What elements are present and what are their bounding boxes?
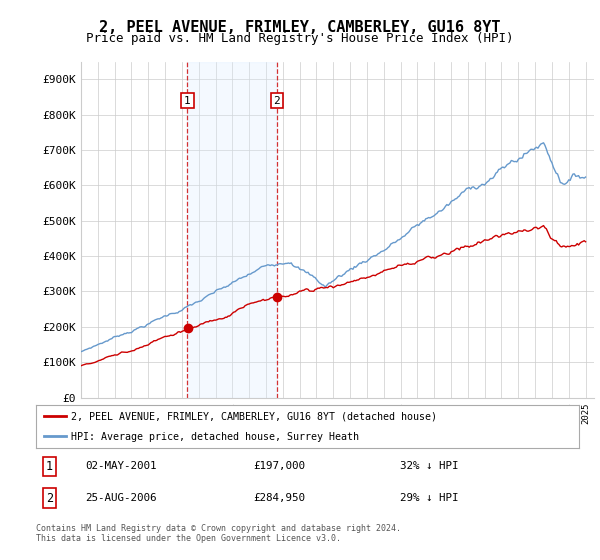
Text: 2: 2 — [46, 492, 53, 505]
Text: 1: 1 — [184, 96, 191, 105]
Text: 32% ↓ HPI: 32% ↓ HPI — [400, 461, 458, 472]
Text: £284,950: £284,950 — [253, 493, 305, 503]
Text: 2, PEEL AVENUE, FRIMLEY, CAMBERLEY, GU16 8YT: 2, PEEL AVENUE, FRIMLEY, CAMBERLEY, GU16… — [99, 20, 501, 35]
Text: Price paid vs. HM Land Registry's House Price Index (HPI): Price paid vs. HM Land Registry's House … — [86, 32, 514, 45]
Text: 2: 2 — [274, 96, 280, 105]
Text: 02-MAY-2001: 02-MAY-2001 — [85, 461, 157, 472]
Bar — [187, 62, 277, 398]
Text: £197,000: £197,000 — [253, 461, 305, 472]
Text: 29% ↓ HPI: 29% ↓ HPI — [400, 493, 458, 503]
Text: Contains HM Land Registry data © Crown copyright and database right 2024.
This d: Contains HM Land Registry data © Crown c… — [36, 524, 401, 543]
Text: 25-AUG-2006: 25-AUG-2006 — [85, 493, 157, 503]
Text: 2, PEEL AVENUE, FRIMLEY, CAMBERLEY, GU16 8YT (detached house): 2, PEEL AVENUE, FRIMLEY, CAMBERLEY, GU16… — [71, 412, 437, 422]
Text: 1: 1 — [46, 460, 53, 473]
Text: HPI: Average price, detached house, Surrey Heath: HPI: Average price, detached house, Surr… — [71, 432, 359, 442]
